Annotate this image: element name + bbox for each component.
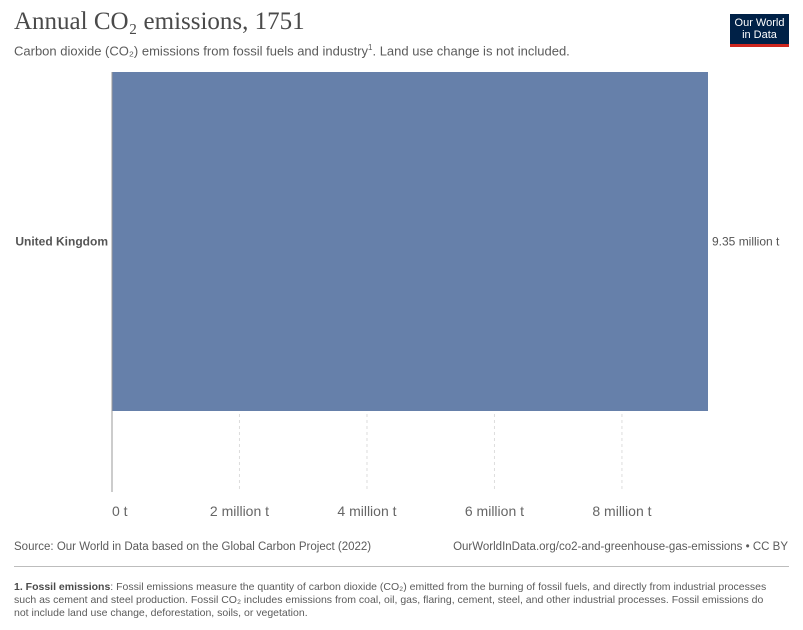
chart-title: Annual CO₂ emissions, 1751 bbox=[14, 8, 305, 35]
x-tick-label-2: 4 million t bbox=[337, 503, 396, 519]
logo-line-1: Our World bbox=[734, 17, 785, 29]
bar-chart: United Kingdom 9.35 million t 0 t 2 million… bbox=[15, 72, 780, 519]
logo-accent-bar bbox=[730, 44, 789, 47]
footnote-label: 1. Fossil emissions bbox=[14, 581, 111, 593]
footer-divider bbox=[14, 566, 789, 567]
footnote: 1. Fossil emissions: Fossil emissions me… bbox=[14, 581, 774, 620]
bar-0[interactable] bbox=[112, 72, 708, 411]
x-tick-label-4: 8 million t bbox=[592, 503, 651, 519]
category-label-0: United Kingdom bbox=[15, 235, 108, 249]
owid-logo[interactable]: Our World in Data bbox=[730, 14, 789, 47]
chart-url-link[interactable]: OurWorldInData.org/co2-and-greenhouse-ga… bbox=[453, 541, 788, 553]
footnote-ref[interactable]: 1 bbox=[368, 43, 373, 52]
subtitle-tail: . Land use change is not included. bbox=[372, 43, 570, 59]
x-tick-label-1: 2 million t bbox=[210, 503, 269, 519]
value-label-0: 9.35 million t bbox=[712, 235, 780, 249]
source-note: Source: Our World in Data based on the G… bbox=[14, 541, 372, 553]
footnote-text: : Fossil emissions measure the quantity … bbox=[14, 581, 767, 619]
x-tick-label-3: 6 million t bbox=[465, 503, 524, 519]
x-tick-label-0: 0 t bbox=[112, 503, 128, 519]
chart-subtitle: Carbon dioxide (CO₂) emissions from foss… bbox=[14, 43, 570, 58]
logo-line-2: in Data bbox=[742, 29, 777, 41]
subtitle-text: Carbon dioxide (CO₂) emissions from foss… bbox=[14, 43, 369, 59]
